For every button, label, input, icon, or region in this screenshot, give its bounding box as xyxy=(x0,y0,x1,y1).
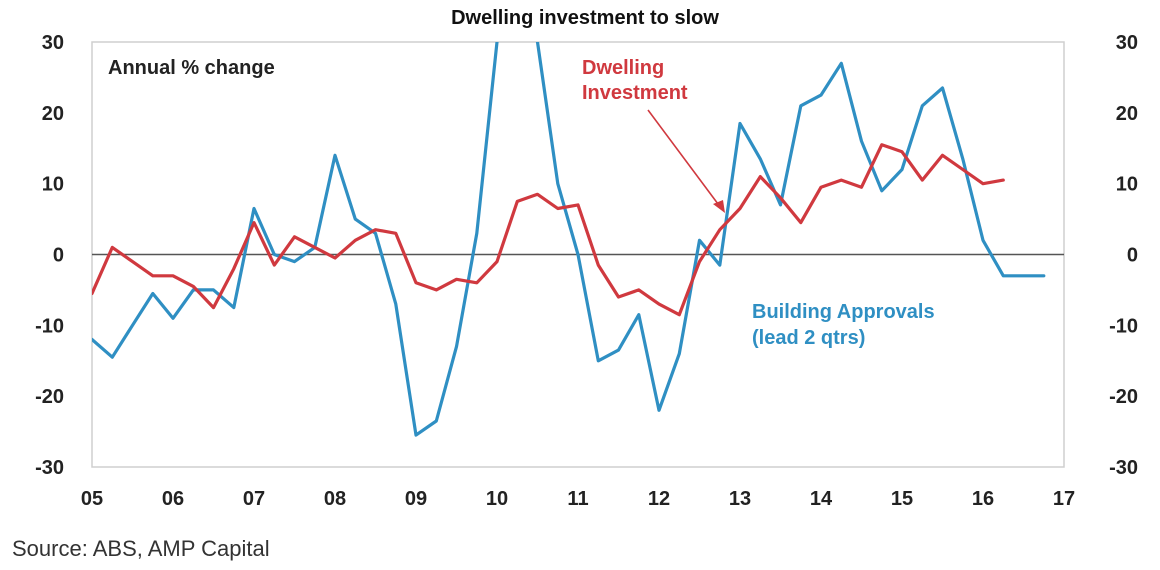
y-tick-label-left: -10 xyxy=(35,315,64,337)
x-tick-label: 11 xyxy=(567,488,588,510)
series-line-dwelling-investment xyxy=(92,143,1005,317)
x-tick-label: 08 xyxy=(324,488,346,510)
x-tick-label: 05 xyxy=(81,488,103,510)
dwelling-pointer-arrowhead xyxy=(713,200,725,213)
x-tick-label: 14 xyxy=(810,488,833,510)
y-tick-label-right: -10 xyxy=(1109,315,1138,337)
y-tick-label-left: 10 xyxy=(42,174,64,196)
legend-label-dwelling-line2: Investment xyxy=(582,82,688,104)
x-tick-label: 15 xyxy=(891,488,913,510)
chart-subtitle: Annual % change xyxy=(108,57,275,79)
legend-label-approvals-line2: (lead 2 qtrs) xyxy=(752,327,865,349)
y-tick-label-left: -20 xyxy=(35,386,64,408)
y-tick-label-right: 20 xyxy=(1116,103,1138,125)
y-tick-label-left: 0 xyxy=(53,245,64,267)
y-tick-label-right: -30 xyxy=(1109,457,1138,479)
source-note: Source: ABS, AMP Capital xyxy=(12,536,270,561)
y-tick-label-right: 10 xyxy=(1116,174,1138,196)
y-tick-label-right: 0 xyxy=(1127,245,1138,267)
y-tick-label-left: 30 xyxy=(42,32,64,54)
x-tick-label: 06 xyxy=(162,488,184,510)
x-tick-label: 07 xyxy=(243,488,265,510)
x-tick-label: 10 xyxy=(486,488,508,510)
x-tick-label: 16 xyxy=(972,488,994,510)
y-axis-left: 30 20 10 0 -10 -20 -30 xyxy=(35,32,64,479)
y-tick-label-left: 20 xyxy=(42,103,64,125)
x-tick-label: 09 xyxy=(405,488,427,510)
x-axis: 05 06 07 08 09 10 11 12 13 14 15 16 17 xyxy=(81,488,1075,510)
x-tick-label: 13 xyxy=(729,488,751,510)
chart-title: Dwelling investment to slow xyxy=(451,7,719,29)
y-tick-label-right: 30 xyxy=(1116,32,1138,54)
x-tick-label: 12 xyxy=(648,488,670,510)
x-tick-label: 17 xyxy=(1053,488,1075,510)
y-tick-label-right: -20 xyxy=(1109,386,1138,408)
dwelling-pointer-arrow xyxy=(647,109,722,209)
series-line-building-approvals xyxy=(92,42,1046,437)
y-tick-label-left: -30 xyxy=(35,457,64,479)
legend-label-dwelling-line1: Dwelling xyxy=(582,57,664,79)
y-axis-right: 30 20 10 0 -10 -20 -30 xyxy=(1109,32,1138,479)
legend-label-approvals-line1: Building Approvals xyxy=(752,301,935,323)
